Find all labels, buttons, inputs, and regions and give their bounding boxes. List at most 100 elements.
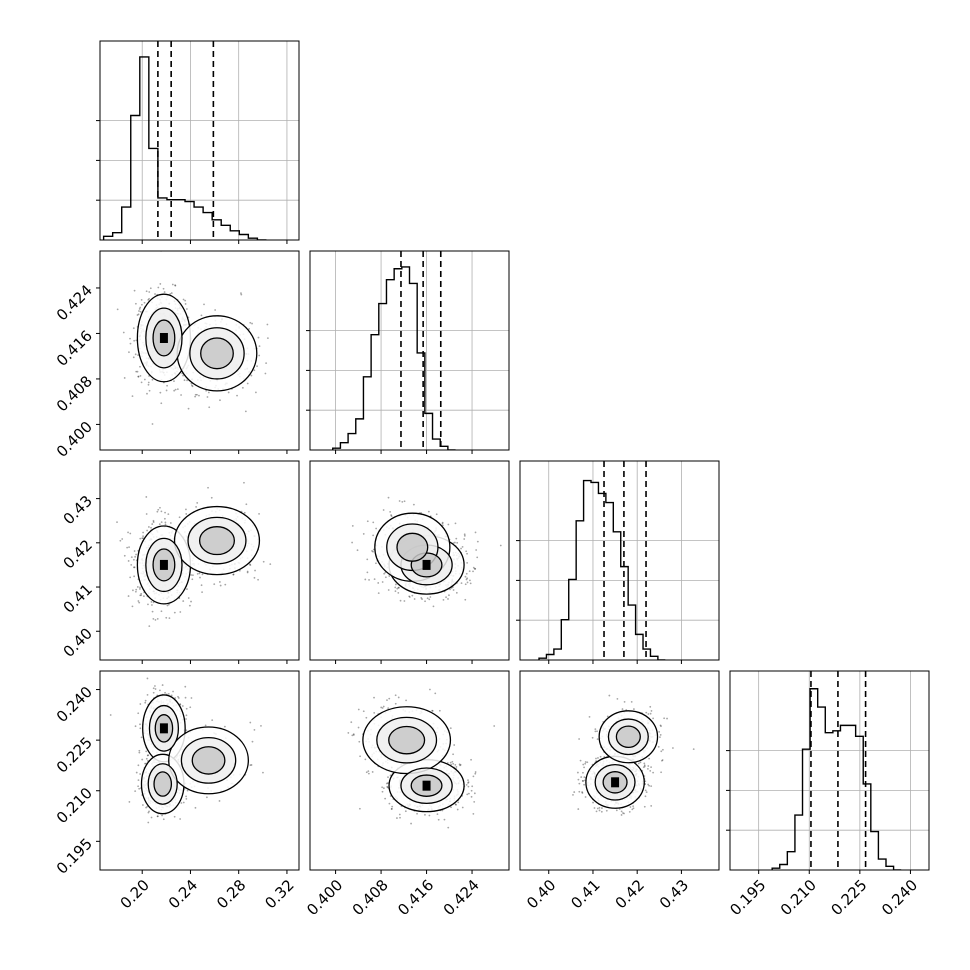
data-point <box>186 379 188 382</box>
data-point <box>121 538 124 540</box>
contour <box>153 771 173 797</box>
data-point <box>250 764 253 766</box>
data-point <box>191 578 194 581</box>
data-point <box>140 736 143 739</box>
data-point <box>645 791 648 794</box>
data-point <box>139 594 142 597</box>
data-point <box>199 576 201 579</box>
data-point <box>472 566 475 569</box>
data-point <box>184 696 187 699</box>
data-point <box>150 601 153 603</box>
data-point <box>177 695 179 698</box>
data-point <box>130 556 133 559</box>
data-point <box>366 558 369 561</box>
data-point <box>465 550 468 553</box>
data-point <box>377 582 380 584</box>
data-point <box>449 761 452 764</box>
data-point <box>577 778 580 781</box>
data-point <box>371 771 374 773</box>
scatter-content <box>116 481 272 628</box>
data-point <box>260 724 262 727</box>
data-point <box>198 572 201 575</box>
data-point <box>191 385 194 388</box>
data-point <box>373 711 376 714</box>
data-point <box>139 374 142 377</box>
data-point <box>390 807 393 810</box>
data-point <box>166 604 169 607</box>
data-point <box>366 520 369 523</box>
data-point <box>147 811 150 814</box>
data-point <box>367 772 370 775</box>
y-tick-label: 0.195 <box>53 835 96 878</box>
data-point <box>172 690 174 693</box>
data-point <box>465 572 468 575</box>
data-point <box>133 566 136 569</box>
data-point <box>151 378 154 381</box>
data-point <box>186 588 188 590</box>
data-point <box>429 596 432 598</box>
data-point <box>147 603 149 606</box>
data-point <box>154 293 156 295</box>
data-point <box>424 813 426 816</box>
data-point <box>499 544 502 547</box>
data-point <box>451 760 454 763</box>
data-point <box>266 337 269 340</box>
data-point <box>141 537 144 540</box>
data-point <box>219 399 221 402</box>
data-point <box>151 604 153 606</box>
data-point <box>109 714 112 716</box>
data-point <box>142 531 144 534</box>
data-point <box>470 789 473 792</box>
data-point <box>464 583 467 586</box>
data-point <box>133 575 136 578</box>
data-point <box>394 583 397 586</box>
data-point <box>142 595 145 598</box>
data-point <box>465 783 468 786</box>
data-point <box>434 692 437 695</box>
data-point <box>380 706 383 709</box>
data-point <box>151 523 154 525</box>
data-point <box>469 579 471 582</box>
data-point <box>198 394 200 397</box>
data-point <box>140 298 143 301</box>
data-point <box>362 710 365 713</box>
data-point <box>132 356 135 359</box>
data-point <box>128 801 131 803</box>
data-point <box>661 748 664 751</box>
data-point <box>150 816 153 819</box>
x-tick-label: 0.424 <box>440 876 483 919</box>
data-point <box>137 375 140 378</box>
data-point <box>435 513 438 516</box>
contour <box>200 337 234 370</box>
data-point <box>127 531 129 534</box>
data-point <box>164 691 166 694</box>
data-point <box>129 342 132 345</box>
data-point <box>659 724 662 727</box>
data-point <box>647 713 650 715</box>
data-point <box>431 709 434 712</box>
data-point <box>208 406 211 409</box>
data-point <box>584 761 587 763</box>
data-point <box>373 578 376 580</box>
data-point <box>232 573 235 576</box>
data-point <box>143 378 146 381</box>
data-point <box>456 808 459 811</box>
data-point <box>386 699 388 701</box>
data-point <box>372 548 375 551</box>
data-point <box>459 764 461 767</box>
data-point <box>152 519 155 522</box>
data-point <box>151 423 154 425</box>
data-point <box>223 725 226 728</box>
x-tick-label: 0.416 <box>394 876 437 919</box>
data-point <box>144 699 147 702</box>
data-point <box>351 541 354 544</box>
data-point <box>224 583 227 586</box>
data-point <box>145 750 148 753</box>
data-point <box>352 734 355 736</box>
data-point <box>660 771 663 774</box>
contour <box>191 746 226 775</box>
data-point <box>137 712 140 715</box>
y-tick-label: 0.41 <box>60 580 96 616</box>
data-point <box>248 327 251 330</box>
data-point <box>173 389 176 392</box>
